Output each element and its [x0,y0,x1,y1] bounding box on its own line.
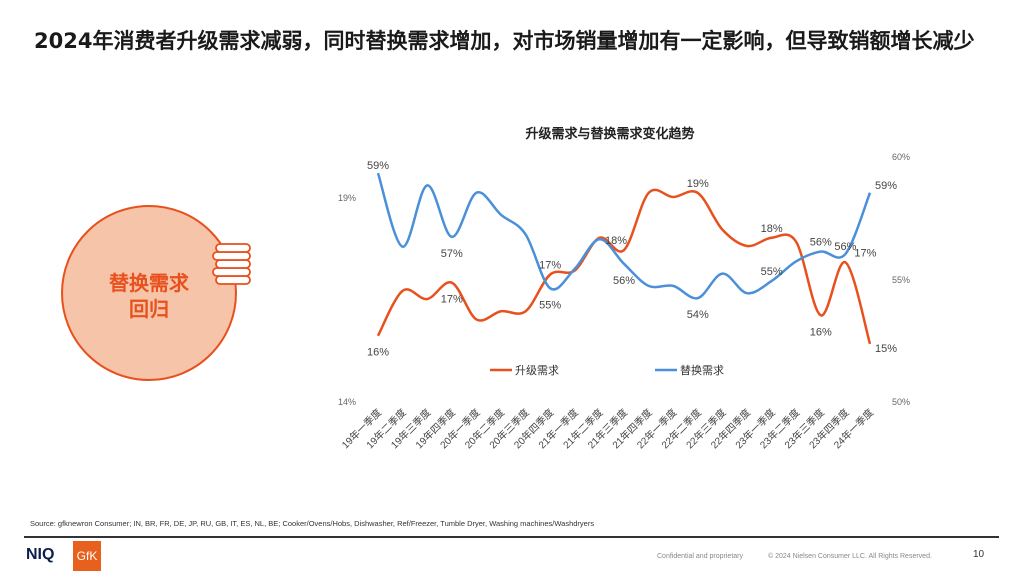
source-note: Source: gfknewron Consumer; IN, BR, FR, … [30,519,595,528]
left-axis-tick: 14% [338,397,356,407]
legend-label: 替换需求 [680,363,724,377]
page-number: 10 [973,549,985,560]
data-label: 15% [875,343,897,355]
confidential-note: Confidential and proprietary [657,553,743,560]
footer-divider [24,536,999,538]
niq-logo: NIQ [26,546,55,563]
data-label: 56% [834,241,856,253]
trend-chart: 升级需求与替换需求变化趋势 19%14%60%55%50%19年一季度19年二季… [338,126,910,451]
data-label: 55% [539,299,561,311]
data-label: 56% [810,237,832,249]
right-axis-tick: 60% [892,152,910,162]
chart-title: 升级需求与替换需求变化趋势 [525,126,694,141]
data-label: 18% [761,223,783,235]
data-label: 57% [441,248,463,260]
data-label: 17% [441,294,463,306]
data-label: 55% [761,266,783,278]
data-label: 17% [539,260,561,272]
data-label: 17% [854,247,876,259]
data-label: 56% [613,275,635,287]
callout-circle [61,205,237,381]
page-title: 2024年消费者升级需求减弱，同时替换需求增加，对市场销量增加有一定影响，但导致… [34,29,975,53]
data-label: 16% [810,326,832,338]
data-label: 19% [687,178,709,190]
legend-label: 升级需求 [515,364,559,377]
data-label: 54% [687,309,709,321]
callout-line2: 回归 [129,297,169,321]
callout-line1: 替换需求 [109,271,189,295]
data-label: 18% [605,235,627,247]
gfk-logo: GfK [73,541,101,571]
coin-stack-icon [212,243,251,285]
callout-text: 替换需求 回归 [61,270,237,322]
right-axis-tick: 50% [892,397,910,407]
right-axis-tick: 55% [892,275,910,285]
data-label: 59% [875,180,897,192]
copyright-note: © 2024 Nielsen Consumer LLC. All Rights … [768,553,932,560]
data-label: 59% [367,160,389,172]
data-label: 16% [367,347,389,359]
series-line-1 [376,188,872,345]
left-axis-tick: 19% [338,193,356,203]
